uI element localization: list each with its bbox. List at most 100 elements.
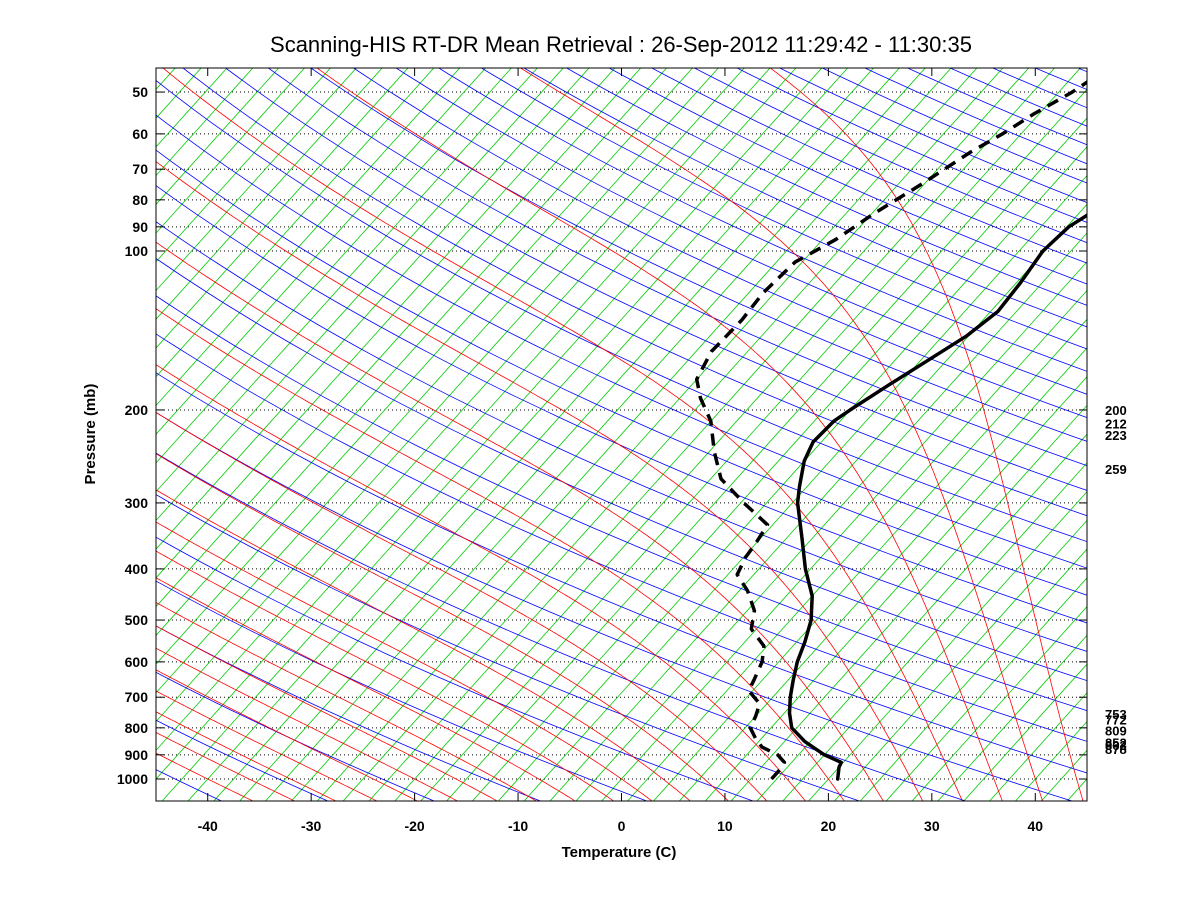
isotherm-line (156, 68, 357, 292)
x-tick-label: -10 (508, 818, 528, 834)
profile-series (694, 80, 1087, 781)
right-level-label: 772 (1105, 713, 1127, 728)
dry-adiabat-line (395, 68, 1087, 395)
dry-adiabat-line (156, 114, 1087, 569)
moist-adiabat-line (156, 711, 336, 801)
right-level-label: 753 (1105, 707, 1127, 722)
dry-adiabat-line (693, 68, 1087, 244)
x-tick-label: -20 (404, 818, 424, 834)
y-tick-label: 70 (132, 161, 148, 177)
temperature-profile-line (787, 213, 1087, 781)
isotherm-line (265, 68, 926, 801)
dry-adiabat-line (156, 257, 1087, 682)
isotherm-line (156, 68, 331, 263)
isotherm-line (808, 491, 1087, 801)
isotherm-line (782, 462, 1087, 801)
moist-adiabat-line (156, 241, 884, 801)
dry-adiabat-line (821, 68, 1087, 184)
dry-adiabat-line (650, 68, 1087, 264)
isotherm-line (156, 68, 409, 349)
moist-adiabat-line (162, 68, 963, 801)
isotherm-line (156, 68, 771, 751)
dry-adiabat-line (0, 47, 9, 801)
isotherm-line (156, 68, 564, 522)
isotherm-line (549, 203, 1087, 801)
isotherm-line (523, 174, 1087, 801)
isotherm-line (0, 41, 148, 801)
isotherm-line (156, 68, 254, 177)
isotherm-line (0, 41, 19, 801)
y-tick-label: 90 (132, 219, 148, 235)
isotherm-line (1197, 41, 1200, 801)
isotherm-line (156, 68, 383, 320)
thermodynamic-background-lines (0, 41, 1200, 801)
moist-adiabat-line (519, 68, 1043, 801)
moist-adiabat-line (156, 308, 845, 801)
dry-adiabat-line (267, 68, 1087, 467)
dry-adiabat-line (480, 68, 1087, 350)
x-tick-label: 30 (924, 818, 940, 834)
dry-adiabat-line (608, 68, 1087, 285)
dewpoint-profile-line (694, 80, 1087, 781)
isotherm-line (575, 232, 1087, 801)
isotherm-line (498, 146, 1087, 801)
y-tick-label: 700 (125, 689, 149, 705)
moist-adiabat-line (156, 732, 295, 801)
moist-adiabat-line (156, 647, 458, 801)
x-tick-label: -30 (301, 818, 321, 834)
isotherm-line (446, 88, 1087, 801)
dry-adiabat-line (182, 68, 1087, 517)
isotherm-line (156, 68, 306, 234)
moist-adiabat-line (156, 364, 806, 801)
dry-adiabat-line (156, 221, 1087, 652)
isotherm-line (1171, 41, 1200, 801)
isotherm-line (0, 41, 45, 801)
isotherm-line (886, 577, 1087, 801)
moist-adiabat-line (156, 625, 498, 801)
moist-adiabat-line (156, 752, 253, 801)
isotherm-line (963, 663, 1087, 801)
y-tick-label: 200 (125, 402, 149, 418)
y-tick-label: 800 (125, 720, 149, 736)
right-level-label: 200 (1105, 403, 1127, 418)
right-level-label: 259 (1105, 462, 1127, 477)
y-tick-label: 1000 (117, 771, 148, 787)
moist-adiabat-line (156, 690, 377, 801)
isotherm-line (156, 68, 694, 665)
moist-adiabat-line (156, 550, 614, 801)
isotherm-line (472, 117, 1087, 801)
isotherm-line (156, 68, 642, 608)
isotherm-line (156, 68, 590, 550)
isotherm-line (156, 68, 435, 378)
moist-adiabat-line (156, 521, 653, 801)
dry-adiabat-line (156, 149, 1087, 596)
isotherm-line (156, 68, 461, 407)
x-axis-label: Temperature (C) (562, 844, 677, 861)
dry-adiabat-line (523, 68, 1087, 328)
isotherm-line (156, 68, 616, 579)
dry-adiabat-line (310, 68, 1087, 442)
dry-adiabat-line (156, 295, 1087, 712)
right-level-label: 878 (1105, 742, 1127, 757)
isotherm-line (653, 318, 1087, 801)
moist-adiabat-line (156, 489, 691, 801)
dry-adiabat-line (156, 452, 966, 801)
dry-adiabat-line (778, 68, 1087, 204)
chart-title: Scanning-HIS RT-DR Mean Retrieval : 26-S… (270, 32, 972, 57)
y-tick-label: 600 (125, 654, 149, 670)
dry-adiabat-line (736, 68, 1087, 223)
moist-adiabat-line (156, 453, 729, 801)
isotherm-line (156, 68, 280, 205)
axis-ticks (156, 68, 1087, 801)
y-tick-label: 100 (125, 243, 149, 259)
moist-adiabat-line (156, 411, 767, 801)
x-tick-label: 10 (717, 818, 733, 834)
isotherm-line (156, 68, 538, 493)
isotherm-line (156, 68, 487, 435)
moist-adiabat-line (769, 68, 1084, 801)
dry-adiabat-line (225, 68, 1087, 491)
y-tick-label: 50 (132, 84, 148, 100)
isotherm-line (156, 68, 719, 694)
y-tick-label: 500 (125, 612, 149, 628)
